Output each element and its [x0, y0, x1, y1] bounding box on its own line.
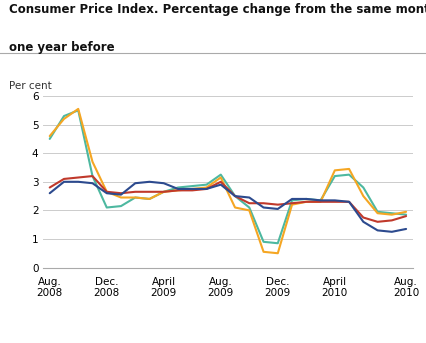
Legend: CPI, CPI-AT, CPI-ATE, CPI-AE: CPI, CPI-AT, CPI-ATE, CPI-AE — [89, 338, 367, 343]
Text: one year before: one year before — [9, 41, 114, 54]
Text: Per cent: Per cent — [9, 81, 51, 91]
Text: Consumer Price Index. Percentage change from the same month: Consumer Price Index. Percentage change … — [9, 3, 426, 16]
